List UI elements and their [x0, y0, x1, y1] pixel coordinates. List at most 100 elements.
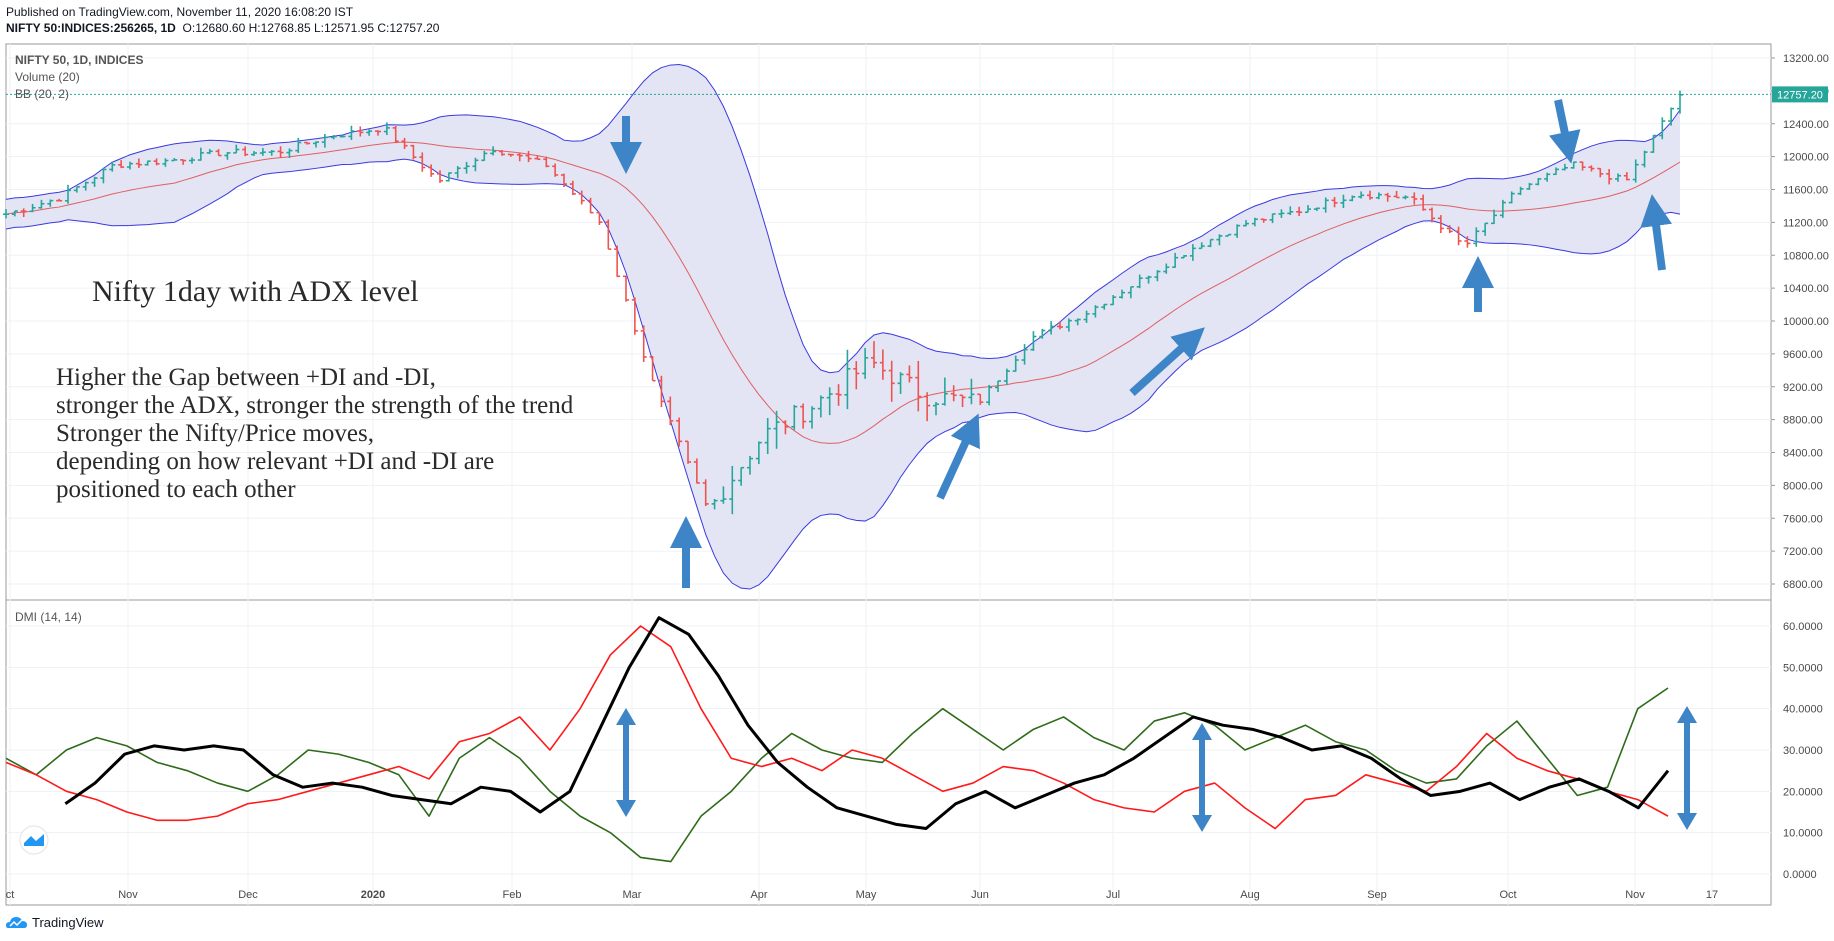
candle [1225, 233, 1232, 237]
candle [330, 135, 337, 140]
head-feb-down [616, 800, 636, 817]
candle [729, 465, 736, 515]
candle [251, 151, 257, 156]
candle [1384, 192, 1391, 202]
candle [1375, 192, 1382, 200]
candle [1172, 252, 1179, 268]
candle [1021, 344, 1028, 365]
candle [401, 137, 408, 149]
price-tick-label: 12400.00 [1783, 119, 1829, 131]
candle [463, 161, 470, 174]
candle [11, 210, 18, 217]
legend-volume: Volume (20) [15, 70, 80, 84]
time-axis: ct Nov Dec 2020 Feb Mar Apr May Jun Jul Aug Sep Oct N… [6, 889, 1718, 901]
candle [1322, 197, 1329, 213]
candle [1650, 134, 1657, 153]
tv-logo-icon [24, 834, 44, 846]
candle [933, 401, 939, 416]
candle [357, 126, 364, 137]
candle [534, 155, 541, 161]
candle [738, 466, 745, 486]
price-tick-label: 8000.00 [1783, 480, 1823, 492]
bb-fill [6, 64, 1680, 590]
time-tick-label: Mar [623, 889, 642, 901]
candle [189, 157, 195, 164]
candle [100, 167, 107, 184]
candle [1508, 191, 1515, 204]
candle [1181, 255, 1187, 259]
candle [1553, 167, 1559, 176]
candle [1030, 331, 1037, 351]
candle [1499, 199, 1506, 218]
candle [135, 158, 142, 168]
candle [1606, 169, 1613, 185]
candle [1207, 238, 1214, 248]
candle [693, 458, 700, 484]
candle [1393, 190, 1400, 199]
candle [1473, 227, 1480, 247]
candle [1101, 303, 1108, 310]
dmi-double-arrows [623, 718, 1690, 820]
candle [277, 146, 284, 159]
candle [224, 152, 231, 160]
price-axis: 13200.0012800.0012400.0012000.0011600.00… [1771, 53, 1829, 591]
candle [1057, 321, 1063, 330]
candle [1216, 234, 1223, 246]
head-feb-up [616, 708, 636, 725]
price-tick-label: 12000.00 [1783, 152, 1829, 164]
candle [623, 275, 629, 302]
candle [1243, 220, 1249, 227]
candle [817, 395, 824, 418]
candle [118, 160, 125, 169]
candle [1535, 178, 1542, 186]
candle [1615, 173, 1621, 182]
bollinger-bands [5, 64, 1681, 590]
price-candles [3, 90, 1683, 515]
candle [897, 372, 904, 394]
time-tick-label: Nov [118, 889, 138, 901]
candle [835, 384, 842, 406]
price-tick-label: 10400.00 [1783, 283, 1829, 295]
candle [605, 219, 612, 250]
candle [91, 176, 98, 187]
candle [685, 440, 691, 464]
candle [1659, 117, 1666, 140]
candle [437, 170, 443, 183]
candle [268, 150, 275, 156]
candle [65, 184, 71, 204]
candle [242, 146, 249, 157]
candle [304, 141, 311, 145]
candle [1189, 244, 1196, 261]
candle [1561, 163, 1568, 171]
candle [1632, 159, 1639, 183]
time-tick-label: Nov [1625, 889, 1645, 901]
symbol-label: NIFTY 50:INDICES:256265, 1D [6, 21, 176, 35]
candle [3, 209, 9, 219]
legend-symbol: NIFTY 50, 1D, INDICES [15, 53, 143, 67]
candle [162, 158, 169, 167]
candle [392, 125, 399, 144]
candle [383, 122, 390, 136]
time-tick-label: Dec [238, 889, 258, 901]
candle [596, 211, 603, 225]
price-tick-label: 13200.00 [1783, 53, 1829, 65]
candle [888, 360, 895, 402]
candle [38, 199, 45, 209]
candle [56, 198, 63, 202]
annotation-line-2: stronger the ADX, stronger the strength … [56, 392, 574, 419]
candle [1517, 186, 1524, 196]
candle [747, 455, 753, 475]
candle [339, 134, 346, 138]
dmi-tick-label: 60.0000 [1783, 621, 1823, 633]
bb-upper [5, 64, 1681, 374]
candle [906, 365, 913, 383]
candle [1464, 236, 1471, 248]
time-tick-label: Jun [971, 889, 989, 901]
time-tick-label: Oct [1499, 889, 1516, 901]
candle [782, 420, 789, 435]
candle [1437, 215, 1444, 234]
dmi-arrow-heads [616, 706, 1697, 832]
candle [1074, 318, 1081, 326]
candle [1429, 207, 1435, 223]
